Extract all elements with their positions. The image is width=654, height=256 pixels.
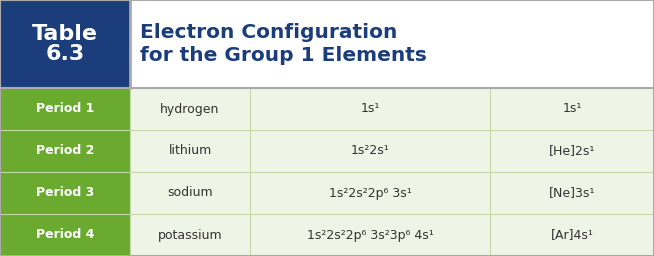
Bar — [250, 88, 490, 130]
Text: potassium: potassium — [158, 229, 222, 241]
Text: 1s²2s²2p⁶ 3s¹: 1s²2s²2p⁶ 3s¹ — [328, 187, 411, 199]
Bar — [0, 130, 130, 172]
Text: 1s²2s²2p⁶ 3s²3p⁶ 4s¹: 1s²2s²2p⁶ 3s²3p⁶ 4s¹ — [307, 229, 434, 241]
Bar — [130, 88, 250, 130]
Bar — [490, 214, 654, 256]
Bar — [490, 172, 654, 214]
Bar — [0, 88, 130, 130]
Text: 1s²2s¹: 1s²2s¹ — [351, 144, 389, 157]
Text: 1s¹: 1s¹ — [360, 102, 380, 115]
Text: lithium: lithium — [168, 144, 212, 157]
Text: [Ne]3s¹: [Ne]3s¹ — [549, 187, 595, 199]
Bar — [250, 172, 490, 214]
Text: Period 2: Period 2 — [36, 144, 94, 157]
Text: [He]2s¹: [He]2s¹ — [549, 144, 595, 157]
Bar — [490, 88, 654, 130]
Bar — [0, 214, 130, 256]
Bar — [250, 130, 490, 172]
Bar — [0, 0, 130, 88]
Bar — [490, 130, 654, 172]
Bar — [130, 0, 654, 88]
Text: Period 4: Period 4 — [36, 229, 94, 241]
Bar — [130, 214, 250, 256]
Text: hydrogen: hydrogen — [160, 102, 220, 115]
Bar — [130, 130, 250, 172]
Text: [Ar]4s¹: [Ar]4s¹ — [551, 229, 593, 241]
Text: Period 3: Period 3 — [36, 187, 94, 199]
Text: Electron Configuration
for the Group 1 Elements: Electron Configuration for the Group 1 E… — [140, 23, 427, 65]
Bar — [0, 172, 130, 214]
Text: Table
6.3: Table 6.3 — [32, 24, 98, 64]
Text: 1s¹: 1s¹ — [562, 102, 581, 115]
Bar — [130, 172, 250, 214]
Text: sodium: sodium — [167, 187, 213, 199]
Bar — [250, 214, 490, 256]
Text: Period 1: Period 1 — [36, 102, 94, 115]
